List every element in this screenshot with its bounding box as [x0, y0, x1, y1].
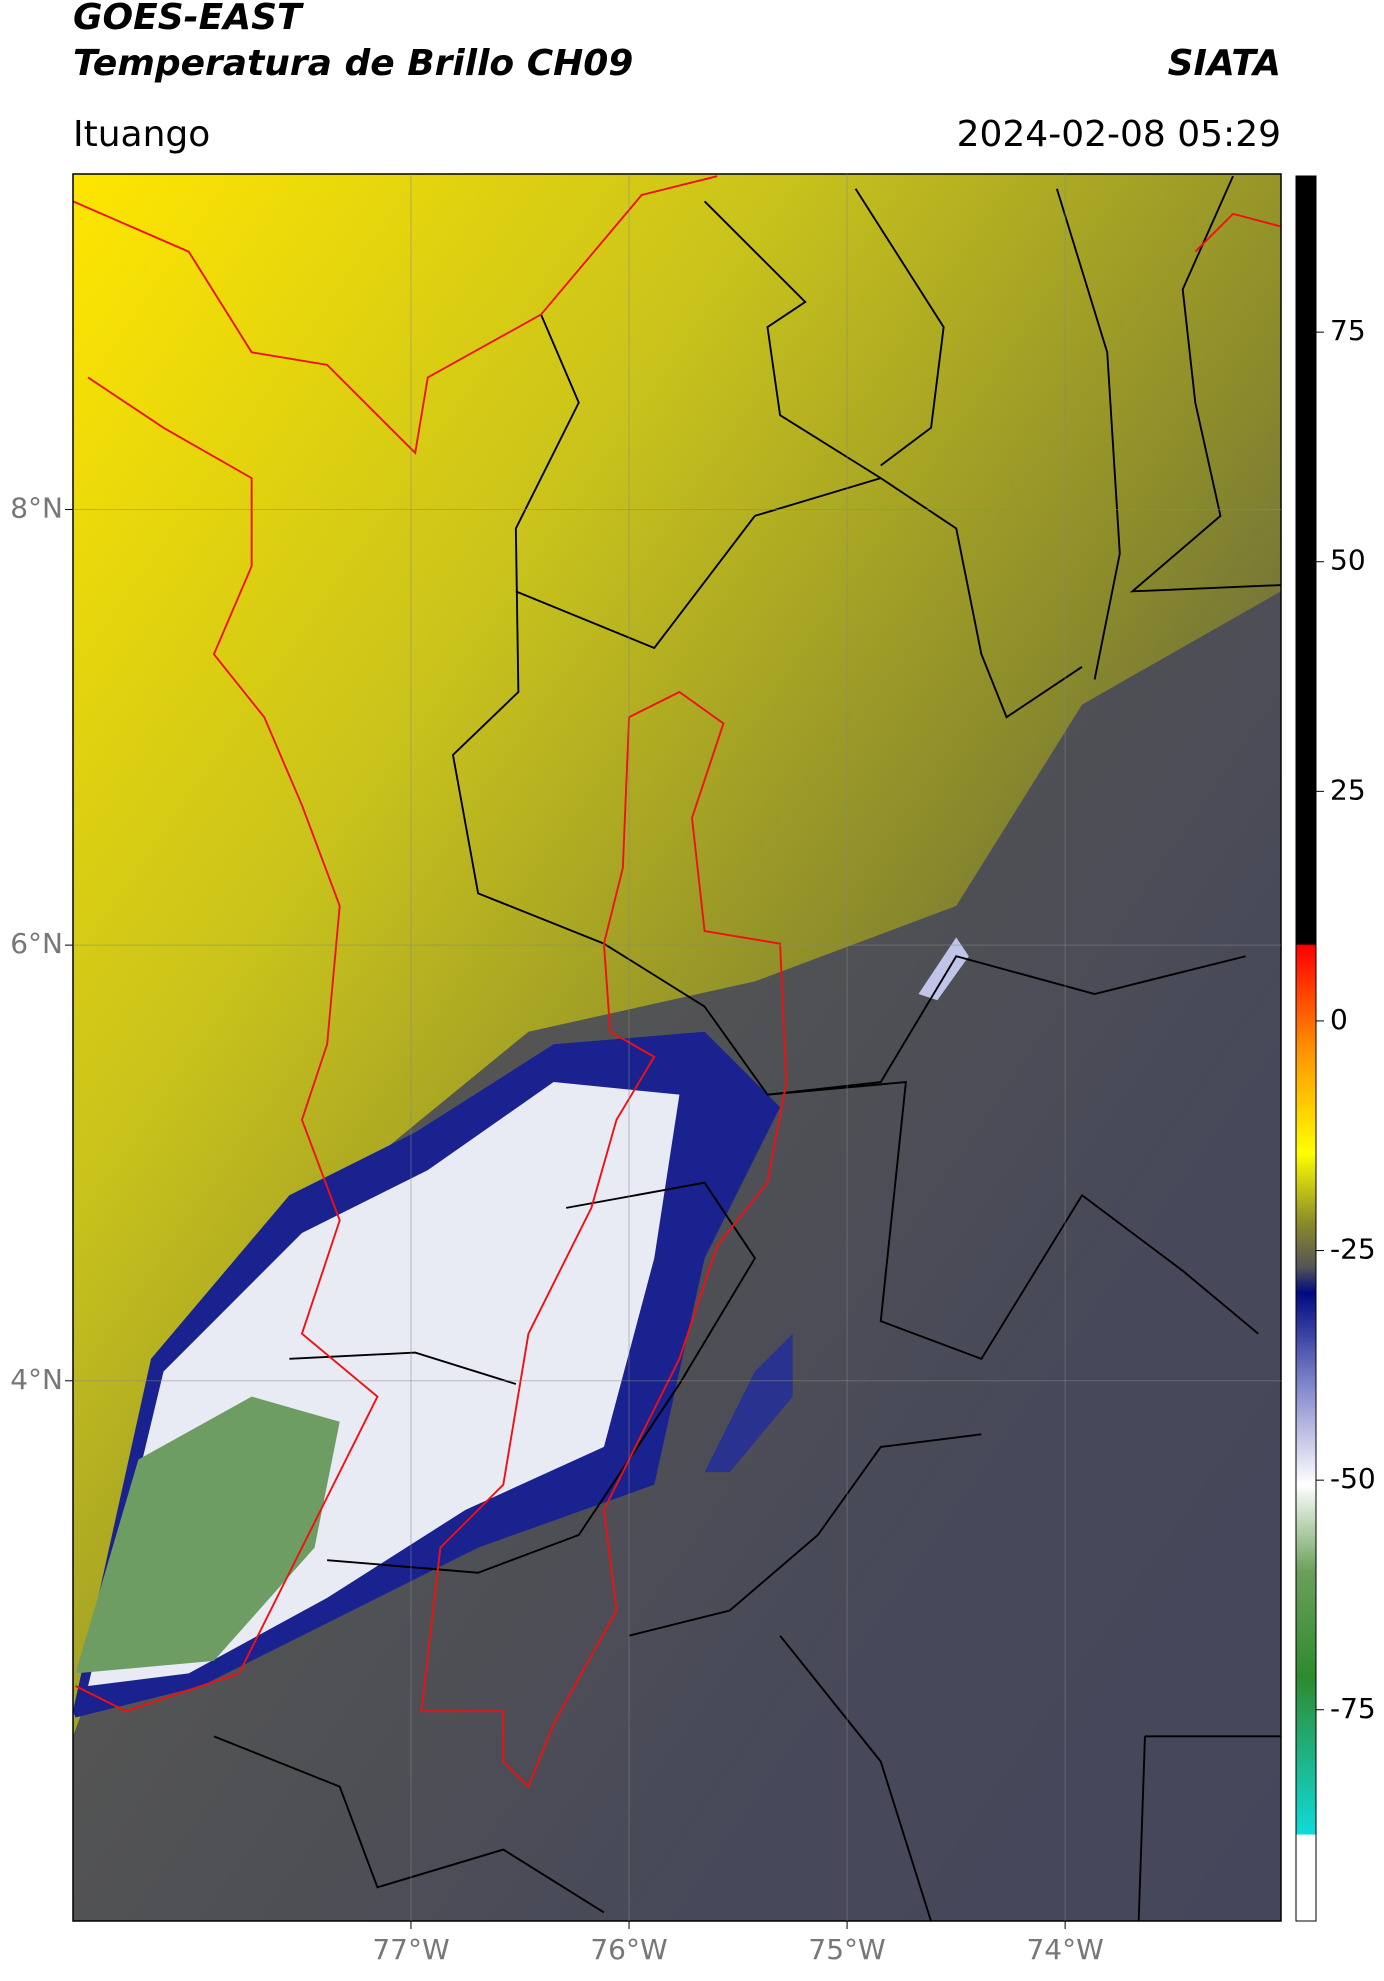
lon-tick-label: 77°W [372, 1933, 449, 1966]
location: Ituango [73, 114, 210, 155]
datetime: 2024-02-08 05:29 [957, 114, 1281, 155]
lat-tick-label: 4°N [10, 1363, 63, 1396]
lat-tick-label: 6°N [10, 927, 63, 960]
colorbar-tick-label: 0 [1330, 1003, 1348, 1036]
lat-tick-label: 8°N [10, 491, 63, 524]
colorbar-tick-label: 75 [1330, 314, 1366, 347]
map-image [73, 174, 1281, 1921]
colorbar-tick-label: -75 [1330, 1692, 1376, 1725]
colorbar-tick-label: 50 [1330, 544, 1366, 577]
colorbar-tick-label: -50 [1330, 1462, 1376, 1495]
colorbar [1295, 175, 1317, 1922]
map-frame [72, 173, 1282, 1922]
colorbar-tick-label: 25 [1330, 773, 1366, 806]
lon-tick-label: 74°W [1026, 1933, 1103, 1966]
colorbar-tick-label: -25 [1330, 1233, 1376, 1266]
lon-tick-label: 76°W [590, 1933, 667, 1966]
title: GOES-EAST [73, 0, 304, 38]
subtitle: Temperatura de Brillo CH09 [73, 43, 633, 84]
lon-tick-label: 75°W [808, 1933, 885, 1966]
agency: SIATA [1168, 43, 1281, 84]
